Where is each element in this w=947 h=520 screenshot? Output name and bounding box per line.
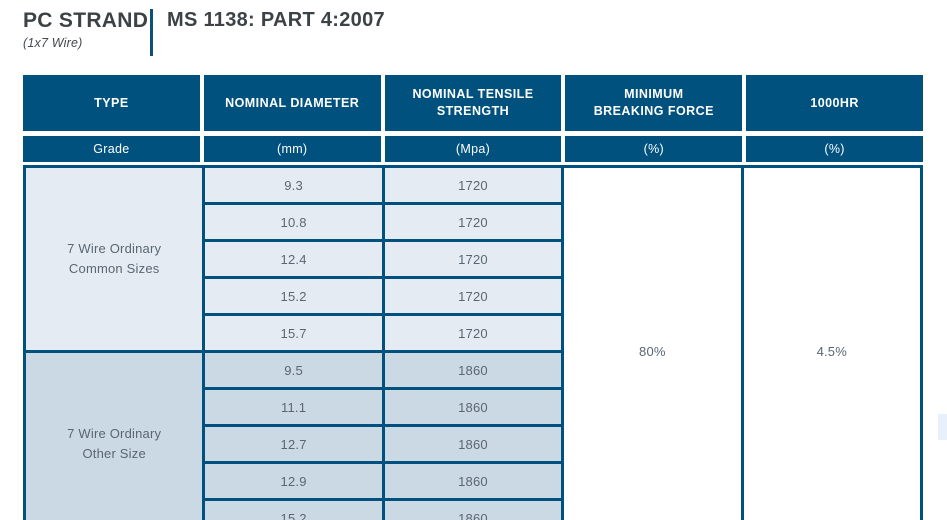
tensile-cell: 1860 [381,387,565,427]
tensile-cell: 1720 [381,202,565,242]
title-divider [150,9,153,56]
spec-table: TYPE NOMINAL DIAMETER NOMINAL TENSILE ST… [22,75,924,520]
page-title: PC STRAND [23,9,149,32]
diameter-cell: 10.8 [202,202,385,242]
unit-cell-grade: Grade [23,136,200,162]
table-row: 12.7 1860 [25,424,922,464]
tensile-cell: 1860 [381,350,565,390]
column-header-type: TYPE [23,75,200,131]
page-header: PC STRAND (1x7 Wire) MS 1138: PART 4:200… [0,0,947,66]
table-row: 12.4 1720 [25,239,922,279]
table-units-row: Grade (mm) (Mpa) (%) (%) [23,136,923,162]
tensile-cell: 1860 [381,498,565,520]
standard-title: MS 1138: PART 4:2007 [167,9,385,31]
table-body: 7 Wire Ordinary Common Sizes 9.3 1720 80… [22,165,924,520]
column-header-nominal-tensile-strength: NOMINAL TENSILE STRENGTH [384,75,562,131]
title-block: PC STRAND (1x7 Wire) [23,9,150,50]
diameter-cell: 9.3 [202,165,385,205]
unit-cell-mpa: (Mpa) [384,136,562,162]
diameter-cell: 11.1 [202,387,385,427]
diameter-cell: 15.2 [202,498,385,520]
relaxation-1000hr-cell: 4.5% [740,165,924,520]
table-row: 15.7 1720 [25,313,922,353]
diameter-cell: 15.7 [202,313,385,353]
diameter-cell: 12.7 [202,424,385,464]
diameter-cell: 9.5 [202,350,385,390]
table-row: 10.8 1720 [25,202,922,242]
table-row: 7 Wire Ordinary Other Size 9.5 1860 [22,350,922,520]
minimum-breaking-force-cell: 80% [561,165,744,520]
page-subtitle: (1x7 Wire) [23,36,83,51]
column-header-1000hr: 1000HR [746,75,923,131]
scrollbar-thumb[interactable] [938,414,947,440]
unit-cell-breaking-pct: (%) [565,136,743,162]
tensile-cell: 1720 [381,165,565,205]
column-header-nominal-diameter: NOMINAL DIAMETER [203,75,381,131]
tensile-cell: 1720 [381,276,565,316]
table-row: 12.9 1860 [25,461,922,501]
column-header-minimum-breaking-force: MINIMUM BREAKING FORCE [565,75,743,131]
unit-cell-1000hr-pct: (%) [746,136,923,162]
unit-cell-mm: (mm) [203,136,381,162]
tensile-cell: 1720 [381,313,565,353]
tensile-cell: 1720 [381,239,565,279]
table-row: 15.2 1720 [25,276,922,316]
diameter-cell: 15.2 [202,276,385,316]
tensile-cell: 1860 [381,424,565,464]
table-row: 11.1 1860 [25,387,922,427]
tensile-cell: 1860 [381,461,565,501]
diameter-cell: 12.4 [202,239,385,279]
type-group-other-size: 7 Wire Ordinary Other Size [22,350,206,520]
table-row: 15.2 1860 [25,498,922,520]
diameter-cell: 12.9 [202,461,385,501]
table-header-row: TYPE NOMINAL DIAMETER NOMINAL TENSILE ST… [23,75,923,131]
table-row: 7 Wire Ordinary Common Sizes 9.3 1720 80… [22,165,924,520]
type-group-common-sizes: 7 Wire Ordinary Common Sizes [22,165,206,353]
